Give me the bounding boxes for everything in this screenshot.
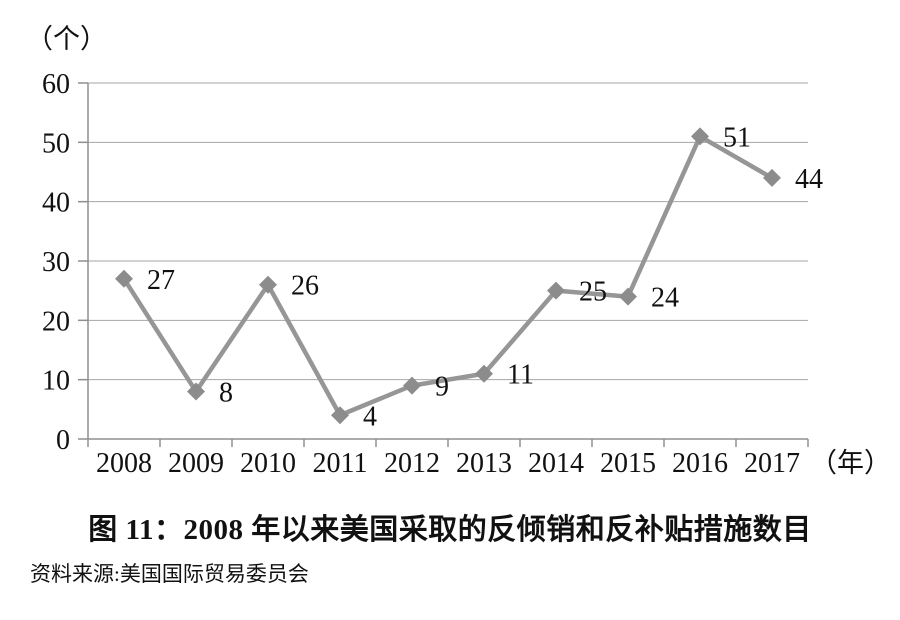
data-label-2014: 25: [579, 277, 607, 308]
marker-2014: [547, 281, 565, 300]
y-tick-label-10: 10: [42, 366, 70, 397]
marker-2012: [403, 376, 421, 395]
marker-2010: [259, 275, 277, 294]
data-label-2015: 24: [651, 283, 679, 314]
marker-2009: [187, 382, 205, 401]
x-tick-label-2016: 2016: [672, 448, 728, 479]
marker-2017: [763, 168, 781, 187]
marker-2013: [475, 364, 493, 383]
data-label-2016: 51: [723, 122, 751, 153]
y-tick-label-0: 0: [56, 425, 70, 456]
marker-2015: [619, 287, 637, 306]
x-tick-label-2008: 2008: [96, 448, 152, 479]
x-tick-label-2013: 2013: [456, 448, 512, 479]
y-tick-label-60: 60: [42, 69, 70, 100]
x-tick-label-2017: 2017: [744, 448, 800, 479]
x-tick-label-2012: 2012: [384, 448, 440, 479]
line-chart: 0 10 20 30 40 50 60 2008 2009 2010 2011 2012 2013 201…: [26, 24, 891, 479]
x-axis-unit-label: （年）: [810, 448, 891, 478]
data-label-2008: 27: [147, 265, 175, 296]
y-tick-label-40: 40: [42, 188, 70, 219]
y-tick-label-30: 30: [42, 247, 70, 278]
chart-source-note: 资料来源:美国国际贸易委员会: [30, 562, 309, 586]
marker-2011: [331, 406, 349, 425]
data-label-2013: 11: [507, 360, 534, 391]
y-axis-unit-label: （个）: [26, 24, 107, 54]
data-label-2017: 44: [795, 164, 823, 195]
x-tick-label-2010: 2010: [240, 448, 296, 479]
y-tick-label-20: 20: [42, 306, 70, 337]
x-tick-label-2015: 2015: [600, 448, 656, 479]
data-label-2012: 9: [435, 372, 449, 403]
data-label-2010: 26: [291, 271, 319, 302]
chart-title: 图 11：2008 年以来美国采取的反倾销和反补贴措施数目: [88, 514, 812, 546]
marker-2016: [691, 127, 709, 146]
data-label-2011: 4: [363, 401, 377, 432]
x-tick-label-2009: 2009: [168, 448, 224, 479]
x-tick-label-2014: 2014: [528, 448, 584, 479]
data-label-2009: 8: [219, 378, 233, 409]
marker-2008: [115, 269, 133, 288]
y-tick-label-50: 50: [42, 128, 70, 159]
x-tick-label-2011: 2011: [313, 448, 368, 479]
series-line: [121, 134, 775, 418]
